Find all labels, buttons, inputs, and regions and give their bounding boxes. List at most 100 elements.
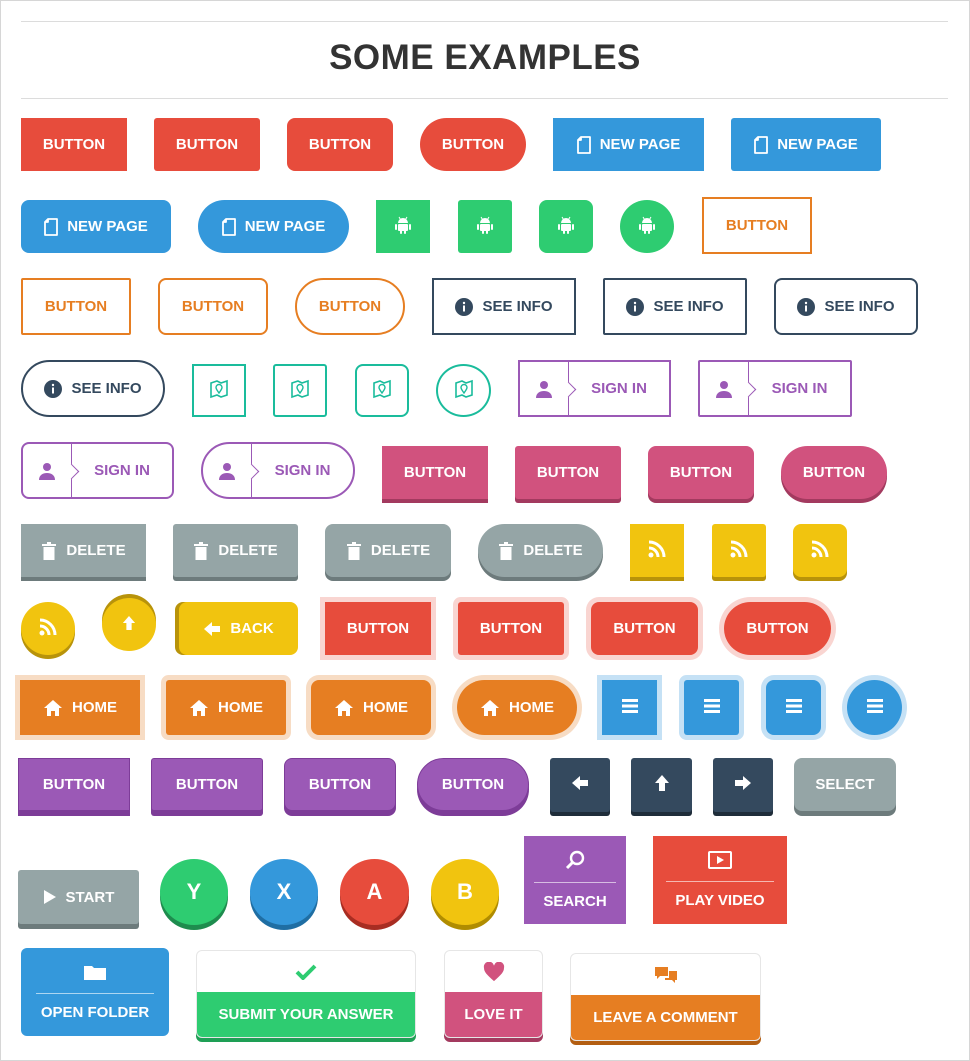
arrow-left-icon: [203, 621, 221, 637]
android-button[interactable]: [620, 200, 674, 253]
love-it-button[interactable]: LOVE IT: [444, 950, 543, 1038]
button-pink-slight-rounded[interactable]: BUTTON: [515, 446, 621, 499]
map-button[interactable]: [273, 364, 327, 417]
submit-answer-button[interactable]: SUBMIT YOUR ANSWER: [196, 950, 416, 1038]
button-purple-3d[interactable]: BUTTON: [417, 758, 529, 811]
menu-button[interactable]: [847, 680, 902, 735]
android-icon: [393, 215, 413, 239]
see-info-button[interactable]: SEE INFO: [774, 278, 918, 335]
button-red-glow[interactable]: BUTTON: [591, 602, 698, 655]
sign-in-button[interactable]: SIGN IN: [201, 442, 355, 499]
map-button[interactable]: [192, 364, 246, 417]
game-button-x[interactable]: X: [250, 859, 318, 925]
button-label: HOME: [509, 699, 554, 716]
button-label: BUTTON: [479, 620, 543, 637]
start-button[interactable]: START: [18, 870, 139, 924]
play-video-button[interactable]: PLAY VIDEO: [653, 836, 787, 924]
rss-button[interactable]: [630, 524, 684, 577]
button-purple-3d[interactable]: BUTTON: [18, 758, 130, 811]
sign-in-button[interactable]: SIGN IN: [518, 360, 671, 417]
rss-button[interactable]: [712, 524, 766, 577]
menu-button[interactable]: [684, 680, 739, 735]
trash-icon: [41, 542, 57, 560]
check-icon: [197, 951, 415, 992]
game-button-a[interactable]: A: [340, 859, 409, 925]
android-button[interactable]: [376, 200, 430, 253]
android-button[interactable]: [458, 200, 512, 253]
leave-comment-button[interactable]: LEAVE A COMMENT: [570, 953, 761, 1041]
button-red-glow[interactable]: BUTTON: [724, 602, 831, 655]
menu-button[interactable]: [602, 680, 657, 735]
android-icon: [637, 215, 657, 239]
user-icon: [23, 444, 72, 497]
menu-button[interactable]: [766, 680, 821, 735]
delete-button[interactable]: DELETE: [173, 524, 298, 577]
button-label: BACK: [230, 620, 274, 637]
outline-orange-button[interactable]: BUTTON: [702, 197, 812, 254]
see-info-button[interactable]: SEE INFO: [21, 360, 165, 417]
new-page-button[interactable]: NEW PAGE: [198, 200, 349, 253]
open-folder-button[interactable]: OPEN FOLDER: [21, 948, 169, 1036]
sign-in-button[interactable]: SIGN IN: [698, 360, 852, 417]
see-info-button[interactable]: SEE INFO: [603, 278, 747, 335]
up-arrow-button[interactable]: [631, 758, 692, 812]
home-button[interactable]: HOME: [457, 680, 577, 735]
button-label: BUTTON: [613, 620, 676, 637]
button-red-rounded[interactable]: BUTTON: [287, 118, 393, 171]
button-label: SEE INFO: [71, 380, 142, 397]
button-purple-3d[interactable]: BUTTON: [151, 758, 263, 811]
button-label: SIGN IN: [591, 380, 647, 397]
file-icon: [754, 136, 768, 154]
user-icon: [203, 444, 252, 497]
right-arrow-button[interactable]: [713, 758, 773, 812]
button-label: BUTTON: [42, 776, 106, 793]
android-button[interactable]: [539, 200, 593, 253]
outline-orange-button[interactable]: BUTTON: [158, 278, 268, 335]
button-red-square[interactable]: BUTTON: [21, 118, 127, 171]
map-button[interactable]: [436, 364, 491, 417]
rss-button[interactable]: [21, 602, 75, 655]
button-label: Y: [186, 879, 202, 904]
sign-in-button[interactable]: SIGN IN: [21, 442, 174, 499]
select-button[interactable]: SELECT: [794, 758, 896, 811]
button-red-slight-rounded[interactable]: BUTTON: [154, 118, 260, 171]
left-arrow-button[interactable]: [550, 758, 610, 812]
delete-button[interactable]: DELETE: [478, 524, 603, 577]
button-label: BUTTON: [746, 620, 809, 637]
button-pink-pill[interactable]: BUTTON: [781, 446, 887, 499]
delete-button[interactable]: DELETE: [325, 524, 451, 577]
home-button[interactable]: HOME: [166, 680, 286, 735]
new-page-button[interactable]: NEW PAGE: [731, 118, 881, 171]
game-button-b[interactable]: B: [431, 859, 499, 925]
button-red-glow[interactable]: BUTTON: [458, 602, 564, 655]
rss-button[interactable]: [793, 524, 847, 577]
arrow-left-icon: [571, 775, 589, 795]
button-pink-square[interactable]: BUTTON: [382, 446, 488, 499]
button-red-pill[interactable]: BUTTON: [420, 118, 526, 171]
button-label: BUTTON: [318, 298, 382, 315]
home-button[interactable]: HOME: [20, 680, 140, 735]
new-page-button[interactable]: NEW PAGE: [21, 200, 171, 253]
search-button[interactable]: SEARCH: [524, 836, 626, 924]
button-label: HOME: [72, 699, 117, 716]
page-title: SOME EXAMPLES: [329, 38, 641, 77]
button-purple-3d[interactable]: BUTTON: [284, 758, 396, 811]
button-label: HOME: [218, 699, 263, 716]
see-info-button[interactable]: SEE INFO: [432, 278, 576, 335]
game-button-y[interactable]: Y: [160, 859, 228, 925]
button-pink-rounded[interactable]: BUTTON: [648, 446, 754, 499]
menu-icon: [703, 698, 721, 718]
outline-orange-button[interactable]: BUTTON: [21, 278, 131, 335]
folder-icon: [83, 963, 107, 985]
map-button[interactable]: [355, 364, 409, 417]
info-icon: [44, 380, 62, 398]
home-button[interactable]: HOME: [311, 680, 431, 735]
button-red-glow[interactable]: BUTTON: [325, 602, 431, 655]
back-button[interactable]: BACK: [179, 602, 298, 655]
up-button[interactable]: [102, 598, 156, 651]
new-page-button[interactable]: NEW PAGE: [553, 118, 704, 171]
button-label: BUTTON: [175, 776, 239, 793]
top-divider: [21, 21, 948, 22]
outline-orange-button[interactable]: BUTTON: [295, 278, 405, 335]
delete-button[interactable]: DELETE: [21, 524, 146, 577]
